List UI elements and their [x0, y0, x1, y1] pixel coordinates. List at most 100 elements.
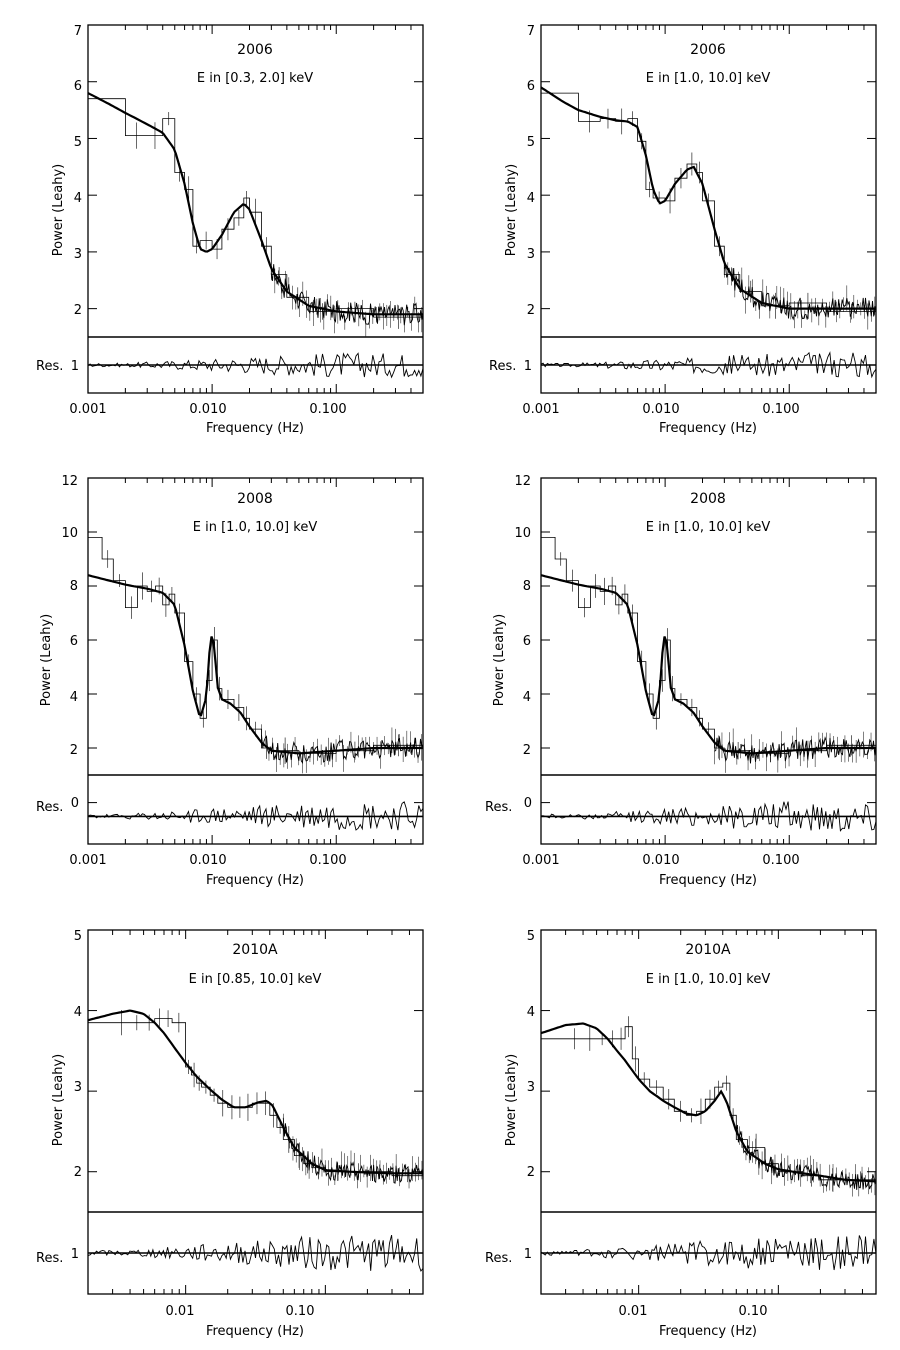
data-histogram [541, 1026, 876, 1181]
residual-label: Res. [485, 800, 512, 815]
model-curve [540, 86, 876, 310]
y-tick-label: 3 [527, 247, 535, 262]
y-axis-label: Power (Leahy) [51, 1054, 66, 1147]
data-histogram [541, 537, 876, 754]
y-tick-label: 7 [527, 24, 535, 39]
y-axis-label: Power (Leahy) [504, 164, 519, 257]
x-tick-label: 0.010 [642, 853, 679, 868]
y-tick-label: 2 [527, 1165, 535, 1180]
panel-title: 2008 [690, 491, 726, 507]
residual-tick-label: 0 [524, 796, 532, 811]
residual-label: Res. [36, 1251, 63, 1266]
residual-trace [540, 1235, 877, 1271]
y-tick-label: 5 [527, 135, 535, 150]
x-tick-label: 0.010 [642, 402, 679, 417]
residual-label: Res. [489, 359, 516, 374]
x-axis-label: Frequency (Hz) [206, 421, 304, 436]
residual-label: Res. [485, 1251, 512, 1266]
x-tick-label: 0.100 [309, 402, 346, 417]
residual-trace [87, 801, 424, 831]
x-tick-label: 0.001 [69, 853, 106, 868]
x-axis-label: Frequency (Hz) [659, 873, 757, 888]
panel-title: 2008 [237, 491, 273, 507]
y-tick-label: 2 [74, 1165, 82, 1180]
data-noise-line [270, 264, 424, 326]
data-histogram [88, 537, 423, 754]
y-tick-label: 3 [74, 247, 82, 262]
panel-2006-hard: 2006 E in [1.0, 10.0] keV Power (Leahy) … [489, 24, 877, 436]
y-tick-label: 10 [61, 526, 78, 541]
residual-trace [540, 351, 877, 379]
y-tick-label: 4 [74, 191, 82, 206]
y-tick-label: 4 [74, 1005, 82, 1020]
plot-frame [540, 477, 877, 845]
y-tick-label: 10 [514, 526, 531, 541]
panel-energy-label: E in [1.0, 10.0] keV [646, 520, 771, 535]
y-tick-label: 4 [527, 1005, 535, 1020]
data-noise-line [714, 736, 877, 764]
x-tick-label: 0.10 [286, 1304, 315, 1319]
y-tick-label: 6 [70, 634, 78, 649]
data-histogram [88, 98, 423, 318]
panel-title: 2010A [685, 942, 731, 958]
residual-trace [87, 352, 424, 379]
y-tick-label: 12 [514, 474, 531, 489]
model-curve [87, 1009, 423, 1175]
x-axis-label: Frequency (Hz) [206, 873, 304, 888]
residual-tick-label: 1 [524, 1247, 532, 1262]
panel-energy-label: E in [0.3, 2.0] keV [197, 71, 313, 86]
model-curve [540, 574, 876, 755]
data-noise-line [735, 1124, 877, 1190]
panel-title: 2006 [690, 42, 726, 58]
y-tick-label: 6 [527, 79, 535, 94]
residual-trace [87, 1234, 424, 1272]
y-axis-label: Power (Leahy) [51, 164, 66, 257]
data-noise-line [282, 1117, 424, 1184]
data-noise-line [723, 265, 877, 321]
x-tick-label: 0.100 [762, 402, 799, 417]
x-tick-label: 0.01 [166, 1304, 195, 1319]
plot-frame [87, 477, 424, 845]
y-tick-label: 4 [70, 690, 78, 705]
residual-tick-label: 0 [71, 796, 79, 811]
y-tick-label: 5 [74, 135, 82, 150]
y-tick-label: 2 [70, 743, 78, 758]
panel-title: 2010A [232, 942, 278, 958]
residual-tick-label: 1 [71, 1247, 79, 1262]
y-tick-label: 2 [527, 303, 535, 318]
x-tick-label: 0.001 [522, 853, 559, 868]
y-axis-label: Power (Leahy) [492, 614, 507, 707]
panel-2006-soft: 2006 E in [0.3, 2.0] keV Power (Leahy) R… [36, 24, 424, 436]
plot-frame [540, 24, 877, 394]
panel-2008-right: 2008 E in [1.0, 10.0] keV Power (Leahy) … [485, 474, 877, 888]
model-curve [87, 92, 423, 316]
y-tick-label: 8 [70, 579, 78, 594]
panel-2010a-left: 2010A E in [0.85, 10.0] keV Power (Leahy… [36, 929, 424, 1339]
plot-frame [540, 929, 877, 1295]
y-tick-label: 8 [523, 579, 531, 594]
x-tick-label: 0.010 [189, 402, 226, 417]
panel-title: 2006 [237, 42, 273, 58]
x-tick-label: 0.010 [189, 853, 226, 868]
x-axis-label: Frequency (Hz) [659, 421, 757, 436]
residual-trace [540, 801, 877, 832]
plot-frame [87, 24, 424, 394]
y-tick-label: 5 [74, 929, 82, 944]
panel-energy-label: E in [1.0, 10.0] keV [193, 520, 318, 535]
y-tick-label: 6 [523, 634, 531, 649]
y-tick-label: 7 [74, 24, 82, 39]
panel-2010a-right: 2010A E in [1.0, 10.0] keV Power (Leahy)… [485, 929, 877, 1339]
residual-label: Res. [36, 359, 63, 374]
residual-tick-label: 1 [524, 359, 532, 374]
x-tick-label: 0.10 [739, 1304, 768, 1319]
y-tick-label: 2 [523, 743, 531, 758]
x-axis-label: Frequency (Hz) [206, 1324, 304, 1339]
panel-2008-left: 2008 E in [1.0, 10.0] keV Power (Leahy) … [36, 474, 424, 888]
x-tick-label: 0.100 [309, 853, 346, 868]
plot-frame [87, 929, 424, 1295]
y-tick-label: 12 [61, 474, 78, 489]
data-histogram [88, 1018, 423, 1177]
panel-energy-label: E in [1.0, 10.0] keV [646, 71, 771, 86]
residual-label: Res. [36, 800, 63, 815]
